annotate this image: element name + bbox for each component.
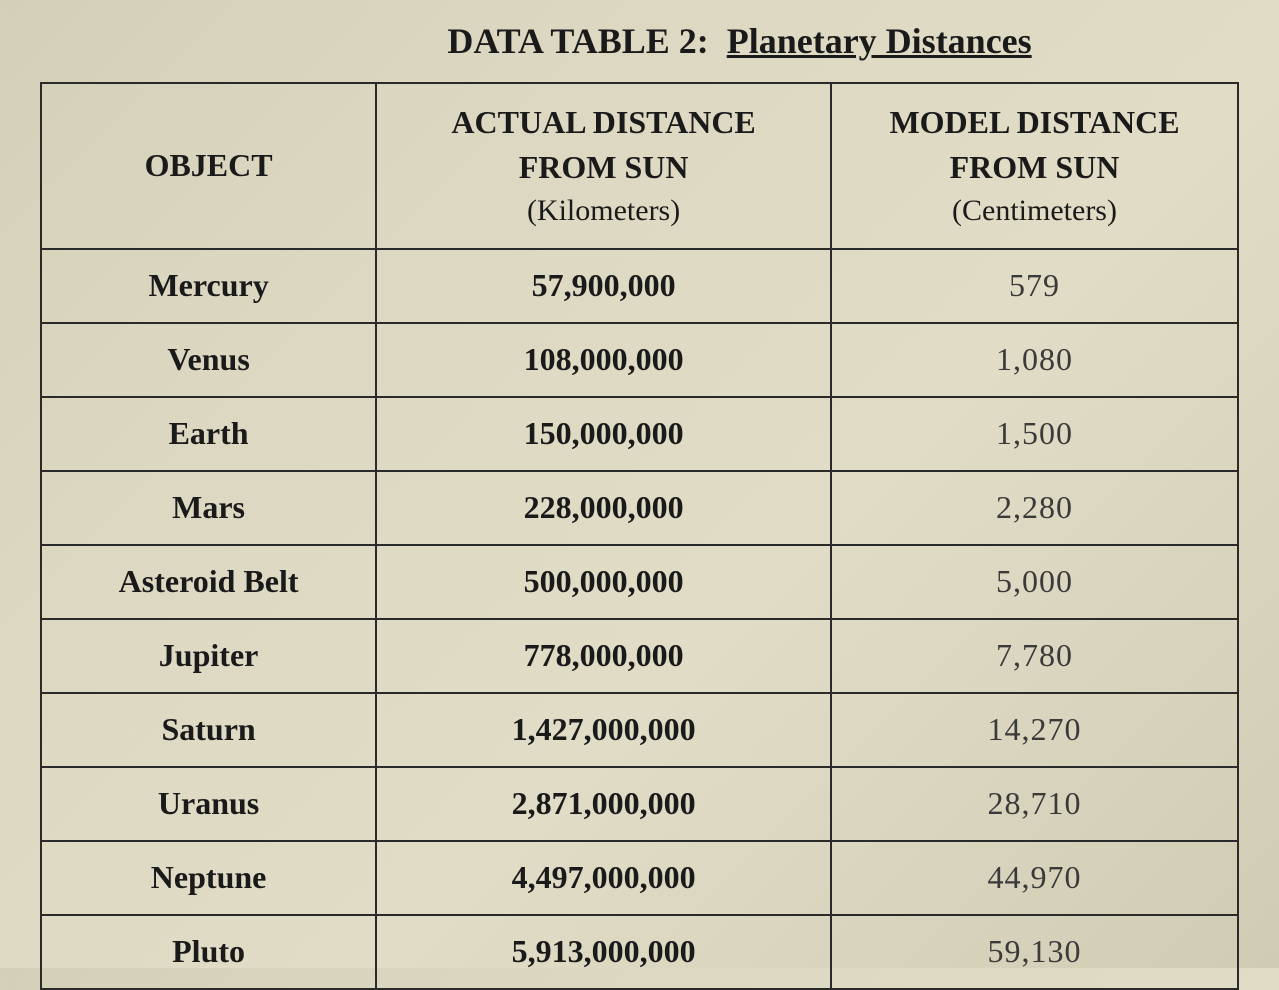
object-cell: Uranus: [41, 767, 376, 841]
header-actual-line1: ACTUAL DISTANCE: [451, 104, 755, 140]
table-row: Asteroid Belt500,000,0005,000: [41, 545, 1238, 619]
object-cell: Jupiter: [41, 619, 376, 693]
actual-distance-cell: 4,497,000,000: [376, 841, 831, 915]
actual-distance-cell: 108,000,000: [376, 323, 831, 397]
header-actual-line2: FROM SUN: [519, 149, 689, 185]
object-cell: Pluto: [41, 915, 376, 989]
header-actual-distance: ACTUAL DISTANCE FROM SUN (Kilometers): [376, 83, 831, 249]
table-row: Mercury57,900,000579: [41, 249, 1238, 323]
table-row: Saturn1,427,000,00014,270: [41, 693, 1238, 767]
planetary-distances-table: OBJECT ACTUAL DISTANCE FROM SUN (Kilomet…: [40, 82, 1239, 990]
object-cell: Venus: [41, 323, 376, 397]
table-row: Pluto5,913,000,00059,130: [41, 915, 1238, 989]
actual-distance-cell: 150,000,000: [376, 397, 831, 471]
model-distance-cell: 2,280: [831, 471, 1238, 545]
header-model-line3: (Centimeters): [852, 190, 1217, 232]
table-row: Jupiter778,000,0007,780: [41, 619, 1238, 693]
model-distance-cell: 7,780: [831, 619, 1238, 693]
actual-distance-cell: 500,000,000: [376, 545, 831, 619]
title-main: Planetary Distances: [727, 21, 1032, 61]
table-row: Mars228,000,0002,280: [41, 471, 1238, 545]
actual-distance-cell: 1,427,000,000: [376, 693, 831, 767]
table-row: Earth150,000,0001,500: [41, 397, 1238, 471]
model-distance-cell: 14,270: [831, 693, 1238, 767]
object-cell: Neptune: [41, 841, 376, 915]
model-distance-cell: 44,970: [831, 841, 1238, 915]
title-prefix: DATA TABLE 2:: [447, 21, 708, 61]
actual-distance-cell: 778,000,000: [376, 619, 831, 693]
actual-distance-cell: 228,000,000: [376, 471, 831, 545]
table-body: Mercury57,900,000579Venus108,000,0001,08…: [41, 249, 1238, 989]
header-model-line1: MODEL DISTANCE: [889, 104, 1179, 140]
header-object: OBJECT: [41, 83, 376, 249]
actual-distance-cell: 57,900,000: [376, 249, 831, 323]
object-cell: Asteroid Belt: [41, 545, 376, 619]
table-row: Venus108,000,0001,080: [41, 323, 1238, 397]
object-cell: Saturn: [41, 693, 376, 767]
header-actual-line3: (Kilometers): [397, 190, 810, 232]
table-header-row: OBJECT ACTUAL DISTANCE FROM SUN (Kilomet…: [41, 83, 1238, 249]
table-row: Neptune4,497,000,00044,970: [41, 841, 1238, 915]
header-object-line1: OBJECT: [145, 147, 273, 183]
model-distance-cell: 28,710: [831, 767, 1238, 841]
object-cell: Earth: [41, 397, 376, 471]
object-cell: Mercury: [41, 249, 376, 323]
actual-distance-cell: 2,871,000,000: [376, 767, 831, 841]
header-model-distance: MODEL DISTANCE FROM SUN (Centimeters): [831, 83, 1238, 249]
page-title: DATA TABLE 2: Planetary Distances: [40, 20, 1239, 62]
model-distance-cell: 1,080: [831, 323, 1238, 397]
table-row: Uranus2,871,000,00028,710: [41, 767, 1238, 841]
model-distance-cell: 59,130: [831, 915, 1238, 989]
object-cell: Mars: [41, 471, 376, 545]
actual-distance-cell: 5,913,000,000: [376, 915, 831, 989]
header-model-line2: FROM SUN: [950, 149, 1120, 185]
model-distance-cell: 579: [831, 249, 1238, 323]
model-distance-cell: 1,500: [831, 397, 1238, 471]
model-distance-cell: 5,000: [831, 545, 1238, 619]
